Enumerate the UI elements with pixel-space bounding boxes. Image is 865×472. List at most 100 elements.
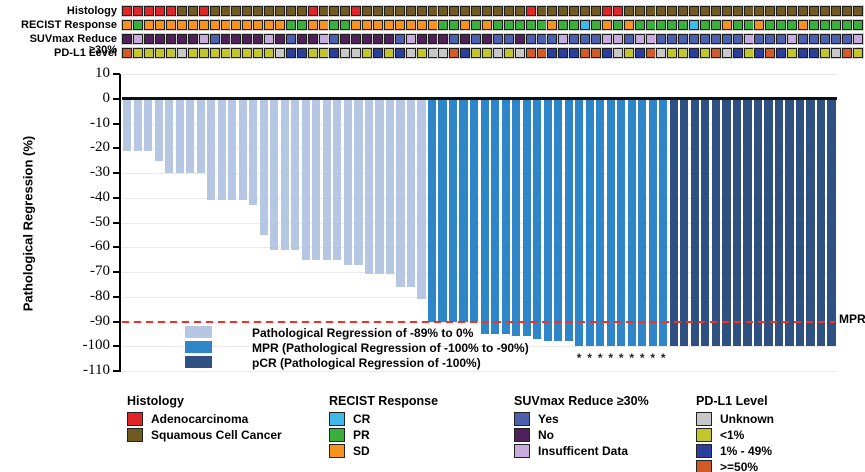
y-tick-label: 0 [102, 89, 111, 106]
track-cell [307, 34, 318, 44]
track-cell [133, 20, 144, 30]
track-cell [198, 48, 209, 58]
track-cell [645, 48, 656, 58]
track-cell [231, 34, 242, 44]
mpr-threshold-label: MPR [839, 312, 865, 326]
track-cell [678, 20, 689, 30]
track-cell [580, 34, 591, 44]
track-cell [405, 48, 416, 58]
track-cell [830, 48, 841, 58]
track-cell [340, 48, 351, 58]
legend-item-swatch [696, 428, 712, 442]
y-tick-label: 10 [95, 65, 110, 81]
track-cell [133, 6, 144, 16]
track-cell [394, 34, 405, 44]
track-cell [558, 34, 569, 44]
legend-item: CR [329, 411, 438, 427]
track-cell [514, 48, 525, 58]
legend-item-label: Adenocarcinoma [151, 412, 249, 426]
track-cell [318, 6, 329, 16]
y-tick-label: -50 [90, 213, 110, 230]
track-cell [427, 48, 438, 58]
track-cell [209, 6, 220, 16]
track-cell [220, 34, 231, 44]
track-cell [503, 20, 514, 30]
track-cell [394, 6, 405, 16]
bar-patient-25 [375, 100, 384, 275]
track-cell [318, 34, 329, 44]
bar-patient-31 [438, 100, 447, 322]
track-cell [460, 6, 471, 16]
bar-patient-17 [291, 100, 300, 250]
legend-item-swatch [127, 428, 143, 442]
legend-item: Squamous Cell Cancer [127, 427, 282, 443]
bar-patient-52 [659, 100, 668, 347]
legend-item: No [514, 427, 649, 443]
track-cell [351, 48, 362, 58]
track-cell [547, 6, 558, 16]
bar-patient-13 [249, 100, 258, 206]
track-cell [743, 34, 754, 44]
track-cell [634, 20, 645, 30]
track-cell [514, 20, 525, 30]
track-cell [122, 48, 133, 58]
track-cell [449, 48, 460, 58]
track-cell [591, 48, 602, 58]
bar-patient-56 [701, 100, 710, 347]
track-cell [362, 48, 373, 58]
track-cell [176, 48, 187, 58]
track-cell [503, 48, 514, 58]
track-cell [787, 6, 798, 16]
track-cell [656, 6, 667, 16]
track-cell [187, 34, 198, 44]
y-tick-label: -10 [90, 114, 110, 131]
track-cell [601, 6, 612, 16]
bar-patient-64 [785, 100, 794, 347]
track-cell [362, 20, 373, 30]
track-cell [166, 6, 177, 16]
bar-patient-12 [238, 100, 247, 201]
track-cell [166, 34, 177, 44]
track-cell [830, 6, 841, 16]
y-tick [113, 172, 120, 174]
track-cell [852, 6, 863, 16]
bar-patient-33 [459, 100, 468, 322]
track-cell [776, 34, 787, 44]
track-cell [253, 20, 264, 30]
track-cell [536, 20, 547, 30]
track-cell [449, 20, 460, 30]
bar-patient-32 [448, 100, 458, 322]
track-cell [580, 20, 591, 30]
track-cell [569, 48, 580, 58]
track-cell [623, 48, 634, 58]
track-cell [667, 48, 678, 58]
track-cell [427, 20, 438, 30]
track-label: RECIST Response [21, 19, 117, 31]
track-cell [798, 48, 809, 58]
track-cell [634, 6, 645, 16]
y-tick [113, 271, 120, 273]
bar-patient-41 [543, 100, 552, 342]
legend-item-swatch [329, 428, 345, 442]
legend-group-title: SUVmax Reduce ≥30% [514, 394, 649, 408]
bar-patient-67 [816, 100, 826, 347]
legend-item-swatch [514, 412, 530, 426]
y-tick-label: -100 [82, 337, 111, 354]
track-cell [209, 34, 220, 44]
track-cell [482, 20, 493, 30]
track-cell [645, 34, 656, 44]
legend-item: >=50% [696, 459, 768, 472]
y-tick [113, 73, 120, 75]
track-cell [601, 48, 612, 58]
y-tick [113, 345, 120, 348]
track-cell [721, 20, 732, 30]
track-cell [187, 6, 198, 16]
track-cell [198, 34, 209, 44]
legend-item: <1% [696, 427, 768, 443]
bar-patient-50 [638, 100, 647, 347]
track-cell [591, 34, 602, 44]
track-cell [449, 6, 460, 16]
track-cell [536, 34, 547, 44]
track-cells [122, 48, 863, 58]
